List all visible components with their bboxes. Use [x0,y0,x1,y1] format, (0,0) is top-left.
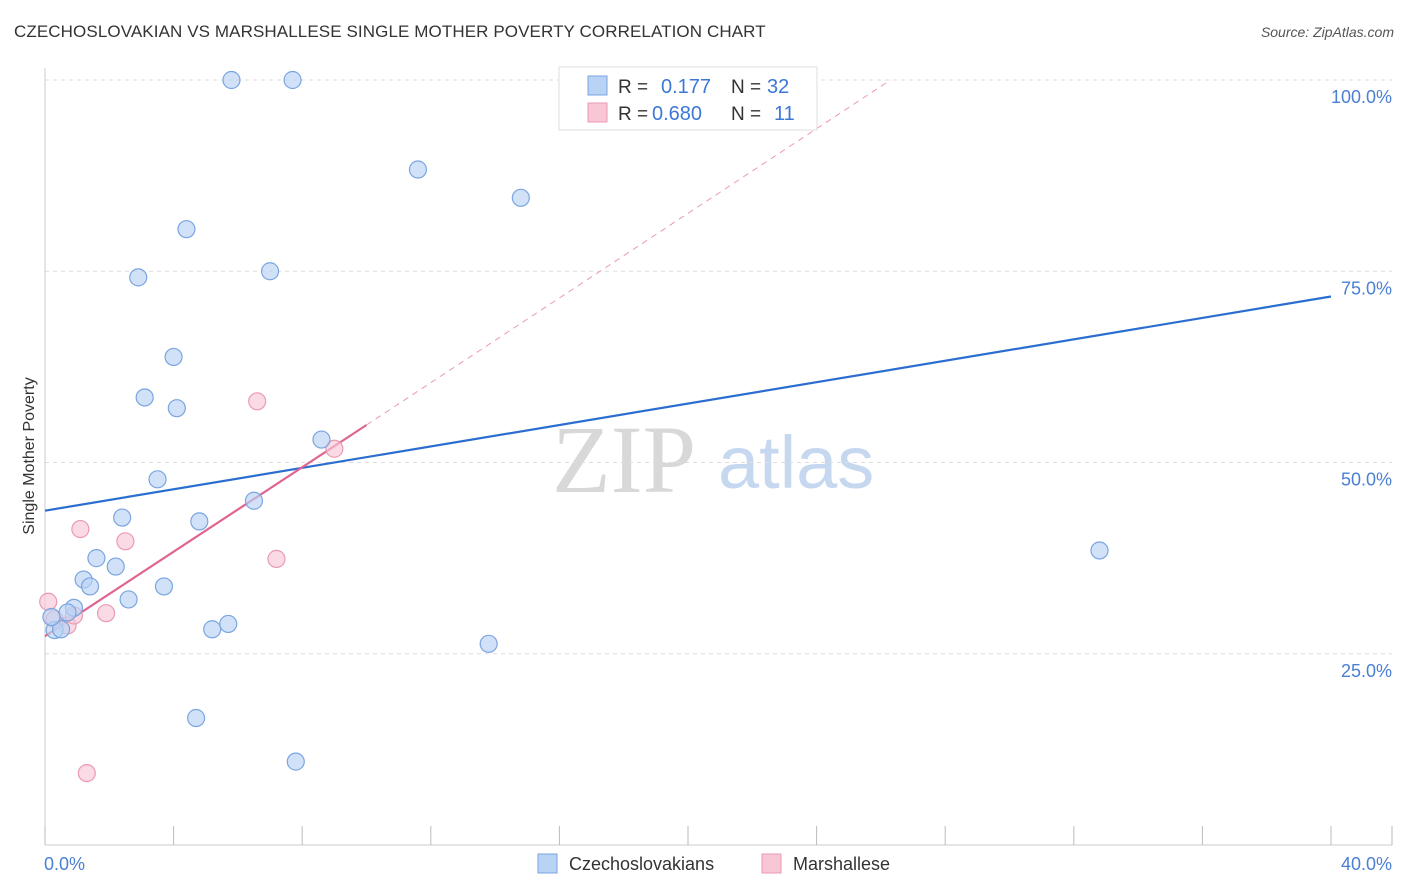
point-czechoslovakians [87,549,106,568]
point-czechoslovakians [135,388,154,407]
chart-title: CZECHOSLOVAKIAN VS MARSHALLESE SINGLE MO… [14,22,766,41]
point-czechoslovakians [80,577,100,596]
point-czechoslovakians [312,430,331,449]
point-marshallese [116,532,135,551]
legend-r-value-czechoslovakians: 0.177 [661,76,711,98]
bottom-legend-swatch-czechoslovakians [537,853,558,874]
trend-line-marshallese [44,424,368,638]
point-czechoslovakians [479,634,498,653]
point-czechoslovakians [260,262,280,281]
axes: 0.0% 40.0% [44,68,1393,874]
bottom-legend-label-marshallese: Marshallese [793,854,890,874]
legend-swatch-marshallese [587,102,608,123]
x-tick-label-max: 40.0% [1341,854,1392,874]
point-czechoslovakians [129,268,148,287]
point-marshallese [267,549,286,568]
point-czechoslovakians [148,470,167,489]
trend-lines [44,79,1332,638]
point-czechoslovakians [190,512,209,531]
point-marshallese [248,392,267,411]
point-czechoslovakians [222,70,241,90]
point-czechoslovakians [106,557,125,576]
bottom-legend: Czechoslovakians Marshallese [537,853,890,874]
point-czechoslovakians [1090,541,1109,560]
point-czechoslovakians [164,347,183,367]
source-label: Source: ZipAtlas.com [1260,24,1394,40]
point-czechoslovakians [167,399,186,418]
point-czechoslovakians [42,607,61,627]
point-marshallese [39,592,58,611]
point-czechoslovakians [51,620,71,639]
point-czechoslovakians [187,708,206,728]
point-czechoslovakians [203,620,222,639]
legend-r-label-czechoslovakians: R = [618,77,648,98]
legend-n-label-czechoslovakians: N = [731,77,761,98]
legend-r-label-marshallese: R = [618,104,648,125]
point-marshallese [71,519,90,539]
x-tick-label-min: 0.0% [44,854,85,874]
point-czechoslovakians [119,590,138,609]
legend-swatch-czechoslovakians [587,75,608,96]
y-tick-label: 25.0% [1341,661,1392,681]
point-czechoslovakians [408,160,428,179]
y-tick-label: 75.0% [1341,278,1392,298]
grid-lines: 25.0% 50.0% 75.0% 100.0% [45,79,1392,681]
y-tick-label: 100.0% [1331,87,1392,107]
point-czechoslovakians [511,188,530,207]
legend-n-value-marshallese: 11 [774,103,795,125]
point-czechoslovakians [154,577,174,596]
point-czechoslovakians [113,508,132,527]
point-czechoslovakians [58,603,77,622]
point-marshallese [96,604,116,623]
y-axis-title: Single Mother Poverty [21,377,38,534]
y-tick-label: 50.0% [1341,470,1392,490]
legend-n-value-czechoslovakians: 32 [767,76,789,98]
point-czechoslovakians [244,491,264,510]
point-czechoslovakians [283,70,302,90]
trend-line-czechoslovakians [44,295,1332,512]
bottom-legend-label-czechoslovakians: Czechoslovakians [569,854,714,874]
point-marshallese [325,439,344,458]
point-czechoslovakians [286,752,305,771]
watermark-zip: ZIP [552,406,696,513]
point-marshallese [77,763,96,783]
bottom-legend-swatch-marshallese [761,853,782,874]
legend: R = 0.177 N = 32 R = 0.680 N = 11 [558,66,818,131]
legend-r-value-marshallese: 0.680 [652,103,702,125]
legend-n-label-marshallese: N = [731,104,761,125]
point-czechoslovakians [219,614,238,634]
trend-line-marshallese-extension [366,79,891,426]
data-points [39,70,1109,783]
point-czechoslovakians [177,220,196,239]
